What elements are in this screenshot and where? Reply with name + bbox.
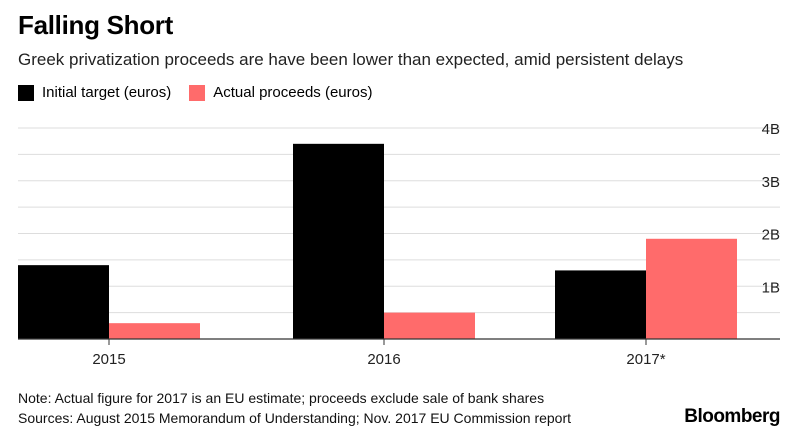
- bloomberg-logo: Bloomberg: [684, 406, 780, 427]
- legend-item-actual-proceeds: Actual proceeds (euros): [189, 84, 372, 101]
- x-tick-label: 2017*: [626, 351, 665, 368]
- legend-label-actual-proceeds: Actual proceeds (euros): [213, 84, 373, 101]
- y-tick-label: 4B: [762, 121, 780, 138]
- chart-sources: Sources: August 2015 Memorandum of Under…: [18, 410, 572, 426]
- chart-footnotes: Note: Actual figure for 2017 is an EU es…: [18, 388, 571, 428]
- bar-initial-target: [555, 270, 646, 339]
- bar-initial-target: [293, 143, 384, 339]
- legend-label-initial-target: Initial target (euros): [42, 84, 172, 101]
- chart-subtitle: Greek privatization proceeds are have be…: [18, 50, 684, 69]
- chart-note: Note: Actual figure for 2017 is an EU es…: [18, 390, 545, 406]
- legend-item-initial-target: Initial target (euros): [18, 84, 171, 101]
- y-tick-label: 3B: [762, 174, 780, 191]
- x-tick-label: 2016: [367, 351, 400, 368]
- y-tick-label: 2B: [762, 227, 780, 244]
- bar-initial-target: [18, 265, 109, 339]
- bar-actual-proceeds: [384, 312, 475, 339]
- y-tick-label: 1B: [762, 279, 780, 296]
- chart-title: Falling Short: [18, 10, 173, 40]
- legend-swatch-actual-proceeds: [189, 84, 206, 101]
- x-tick-label: 2015: [92, 351, 125, 368]
- chart-legend: Initial target (euros) Actual proceeds (…: [18, 84, 390, 101]
- bar-chart: 1B 2B 3B 4B 2015 2016 2017*: [18, 121, 780, 368]
- bar-actual-proceeds: [109, 323, 200, 339]
- legend-swatch-initial-target: [18, 84, 34, 101]
- bar-actual-proceeds: [646, 238, 737, 339]
